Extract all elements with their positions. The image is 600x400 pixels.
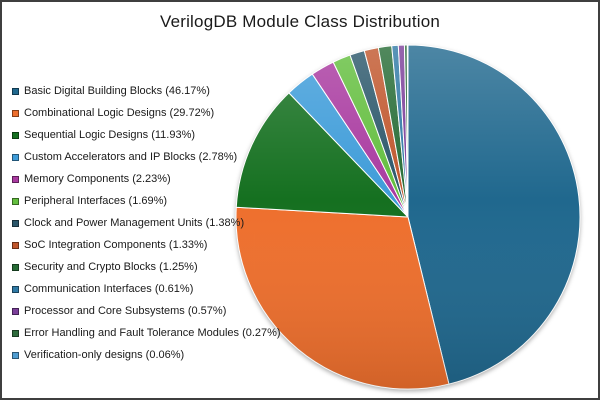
chart-title: VerilogDB Module Class Distribution (159, 12, 441, 31)
legend-item-3: Custom Accelerators and IP Blocks (2.78%… (12, 146, 281, 168)
legend-label: Verification-only designs (0.06%) (24, 349, 185, 361)
legend-item-9: Communication Interfaces (0.61%) (12, 278, 281, 300)
legend-label: Basic Digital Building Blocks (46.17%) (24, 85, 210, 97)
legend-label: Peripheral Interfaces (1.69%) (24, 195, 168, 207)
legend-item-11: Error Handling and Fault Tolerance Modul… (12, 322, 281, 344)
legend-item-10: Processor and Core Subsystems (0.57%) (12, 300, 281, 322)
legend-swatch-icon (12, 197, 19, 205)
legend-swatch-icon (12, 263, 19, 271)
legend-label: Processor and Core Subsystems (0.57%) (24, 305, 227, 317)
legend-swatch-icon (12, 87, 19, 95)
legend-label: Clock and Power Management Units (1.38%) (24, 217, 245, 229)
legend-item-6: Clock and Power Management Units (1.38%) (12, 212, 281, 234)
legend-label: Custom Accelerators and IP Blocks (2.78%… (24, 151, 238, 163)
legend-label: Memory Components (2.23%) (24, 173, 171, 185)
legend-swatch-icon (12, 285, 19, 293)
legend-item-4: Memory Components (2.23%) (12, 168, 281, 190)
legend-item-8: Security and Crypto Blocks (1.25%) (12, 256, 281, 278)
legend-label: Sequential Logic Designs (11.93%) (24, 129, 196, 141)
legend-label: Combinational Logic Designs (29.72%) (24, 107, 215, 119)
legend-swatch-icon (12, 241, 19, 249)
pie-slices (235, 44, 581, 390)
legend-swatch-icon (12, 131, 19, 139)
legend: Basic Digital Building Blocks (46.17%) Co… (12, 80, 281, 366)
legend-swatch-icon (12, 351, 19, 359)
legend-item-12: Verification-only designs (0.06%) (12, 344, 281, 366)
legend-item-5: Peripheral Interfaces (1.69%) (12, 190, 281, 212)
legend-swatch-icon (12, 329, 19, 337)
legend-item-0: Basic Digital Building Blocks (46.17%) (12, 80, 281, 102)
legend-label: Communication Interfaces (0.61%) (24, 283, 194, 295)
legend-label: Security and Crypto Blocks (1.25%) (24, 261, 198, 273)
pie-slice-12 (406, 44, 409, 218)
legend-label: SoC Integration Components (1.33%) (24, 239, 208, 251)
legend-item-2: Sequential Logic Designs (11.93%) (12, 124, 281, 146)
legend-item-1: Combinational Logic Designs (29.72%) (12, 102, 281, 124)
legend-item-7: SoC Integration Components (1.33%) (12, 234, 281, 256)
legend-swatch-icon (12, 175, 19, 183)
legend-swatch-icon (12, 109, 19, 117)
legend-swatch-icon (12, 307, 19, 315)
legend-swatch-icon (12, 153, 19, 161)
legend-label: Error Handling and Fault Tolerance Modul… (24, 327, 281, 339)
legend-swatch-icon (12, 219, 19, 227)
